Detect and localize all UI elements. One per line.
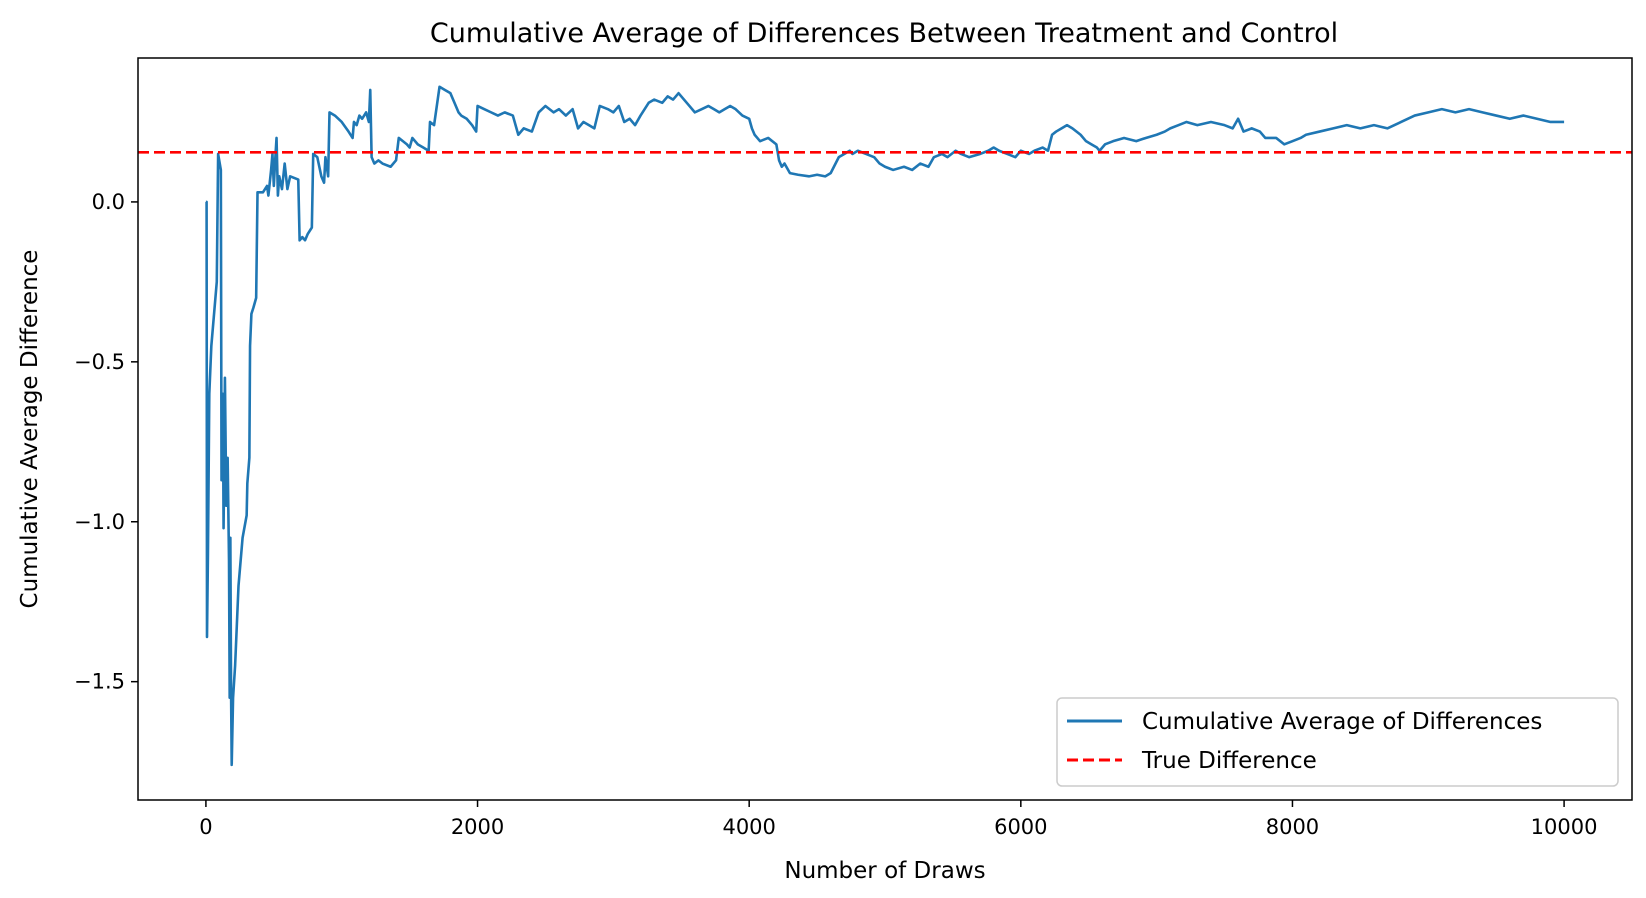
plot-frame (137, 57, 1633, 801)
chart-title: Cumulative Average of Differences Betwee… (430, 18, 1338, 49)
y-axis-label: Cumulative Average Difference (17, 250, 43, 609)
legend-label-cumulative-average: Cumulative Average of Differences (1142, 709, 1542, 735)
plot-area (138, 58, 1632, 800)
y-axis-ticks: 0.0 −0.5 −1.0 −1.5 (74, 190, 138, 694)
x-tick-label: 0 (199, 815, 212, 839)
legend-box (1056, 697, 1619, 787)
y-tick-label: 0.0 (92, 190, 125, 214)
y-tick-label: −1.5 (74, 670, 125, 694)
legend: Cumulative Average of Differences True D… (1056, 697, 1619, 787)
x-tick-label: 2000 (451, 815, 504, 839)
y-tick-label: −0.5 (74, 350, 125, 374)
x-axis-label: Number of Draws (784, 858, 985, 884)
x-axis-ticks: 0 2000 4000 6000 8000 10000 (199, 800, 1597, 839)
x-tick-label: 6000 (994, 815, 1047, 839)
x-tick-label: 4000 (722, 815, 775, 839)
x-tick-label: 10000 (1531, 815, 1598, 839)
y-tick-label: −1.0 (74, 510, 125, 534)
series-line-cumulative-average (205, 85, 1565, 767)
x-tick-label: 8000 (1266, 815, 1319, 839)
series-layer (138, 85, 1632, 767)
legend-label-true-difference: True Difference (1141, 748, 1317, 774)
